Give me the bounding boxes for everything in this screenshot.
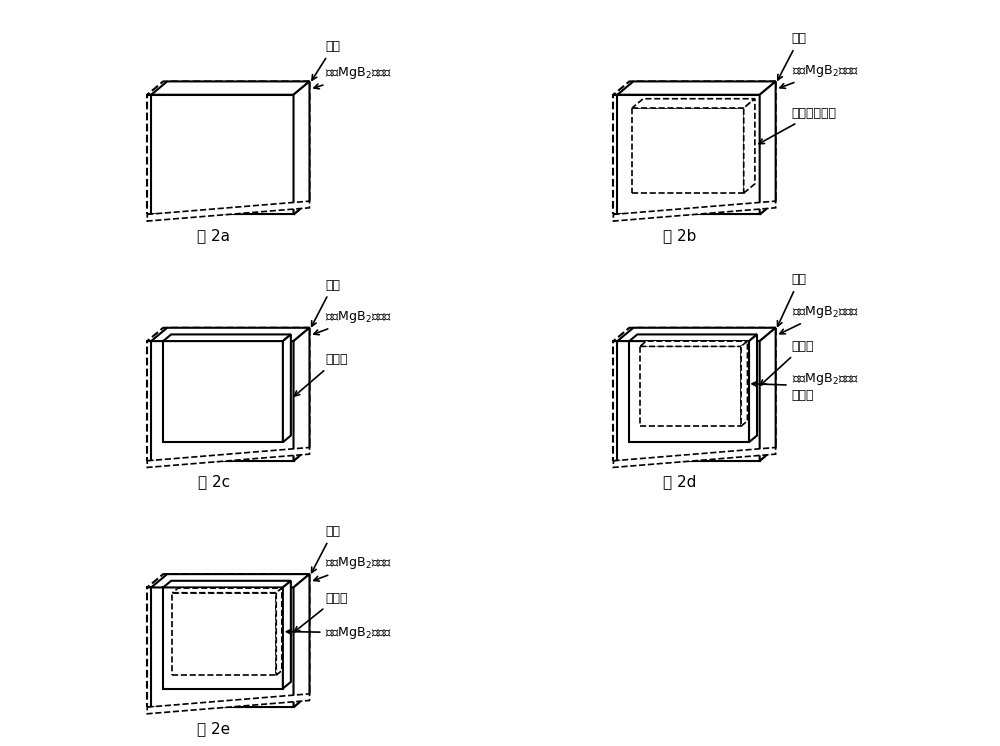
Polygon shape	[163, 587, 283, 689]
Polygon shape	[147, 341, 294, 461]
Polygon shape	[163, 334, 291, 341]
Polygon shape	[151, 81, 309, 95]
Text: 底层MgB$_2$先驱膜: 底层MgB$_2$先驱膜	[314, 556, 393, 581]
Text: 衬底: 衬底	[778, 32, 807, 80]
Text: 顶层MgB$_2$先驱膜
掩模版: 顶层MgB$_2$先驱膜 掩模版	[752, 371, 859, 402]
Text: 底层MgB$_2$先驱膜: 底层MgB$_2$先驱膜	[314, 66, 393, 89]
Text: 图 2e: 图 2e	[197, 721, 230, 736]
Polygon shape	[613, 95, 760, 214]
Polygon shape	[147, 201, 309, 221]
Text: 势垒层: 势垒层	[294, 353, 348, 396]
Polygon shape	[147, 327, 309, 341]
Text: 底层MgB$_2$先驱膜: 底层MgB$_2$先驱膜	[780, 304, 859, 333]
Polygon shape	[283, 581, 291, 689]
Polygon shape	[151, 327, 309, 341]
Polygon shape	[147, 448, 309, 468]
Polygon shape	[283, 334, 291, 442]
Polygon shape	[151, 95, 294, 214]
Polygon shape	[617, 95, 760, 214]
Polygon shape	[613, 327, 776, 341]
Text: 底层MgB$_2$先驱膜: 底层MgB$_2$先驱膜	[314, 309, 393, 335]
Polygon shape	[640, 341, 747, 346]
Text: 图 2b: 图 2b	[663, 228, 697, 243]
Polygon shape	[294, 574, 309, 707]
Text: 势垒层: 势垒层	[760, 340, 814, 385]
Text: 衬底: 衬底	[312, 525, 340, 573]
Polygon shape	[276, 588, 282, 675]
Polygon shape	[147, 587, 294, 707]
Polygon shape	[760, 81, 776, 214]
Polygon shape	[294, 81, 309, 214]
Text: 衬底: 衬底	[312, 279, 340, 326]
Text: 衬底: 衬底	[777, 273, 807, 326]
Polygon shape	[151, 341, 294, 461]
Polygon shape	[760, 81, 776, 214]
Polygon shape	[172, 593, 276, 675]
Polygon shape	[749, 334, 757, 442]
Polygon shape	[147, 81, 309, 95]
Polygon shape	[613, 341, 760, 461]
Polygon shape	[172, 588, 282, 593]
Text: 图 2a: 图 2a	[197, 228, 230, 243]
Text: 势垒层掩模版: 势垒层掩模版	[759, 107, 837, 144]
Polygon shape	[147, 694, 309, 714]
Polygon shape	[617, 327, 776, 341]
Polygon shape	[294, 574, 309, 707]
Polygon shape	[617, 341, 760, 461]
Polygon shape	[640, 346, 741, 426]
Polygon shape	[629, 334, 757, 341]
Polygon shape	[163, 581, 291, 587]
Polygon shape	[151, 574, 309, 587]
Polygon shape	[147, 574, 309, 587]
Polygon shape	[163, 341, 283, 442]
Polygon shape	[147, 95, 294, 214]
Polygon shape	[760, 327, 776, 461]
Polygon shape	[613, 201, 776, 221]
Polygon shape	[294, 327, 309, 461]
Polygon shape	[613, 448, 776, 468]
Polygon shape	[744, 98, 755, 193]
Polygon shape	[741, 341, 747, 426]
Polygon shape	[760, 327, 776, 461]
Text: 图 2d: 图 2d	[663, 474, 697, 489]
Polygon shape	[151, 587, 294, 707]
Text: 图 2c: 图 2c	[198, 474, 230, 489]
Polygon shape	[294, 81, 309, 214]
Text: 顶层MgB$_2$先驱膜: 顶层MgB$_2$先驱膜	[286, 624, 393, 641]
Text: 底层MgB$_2$先驱膜: 底层MgB$_2$先驱膜	[780, 63, 859, 88]
Text: 衬底: 衬底	[312, 40, 340, 80]
Polygon shape	[629, 341, 749, 442]
Polygon shape	[617, 81, 776, 95]
Polygon shape	[294, 327, 309, 461]
Polygon shape	[632, 98, 755, 108]
Polygon shape	[613, 81, 776, 95]
Text: 势垒层: 势垒层	[294, 592, 348, 632]
Polygon shape	[632, 108, 744, 193]
